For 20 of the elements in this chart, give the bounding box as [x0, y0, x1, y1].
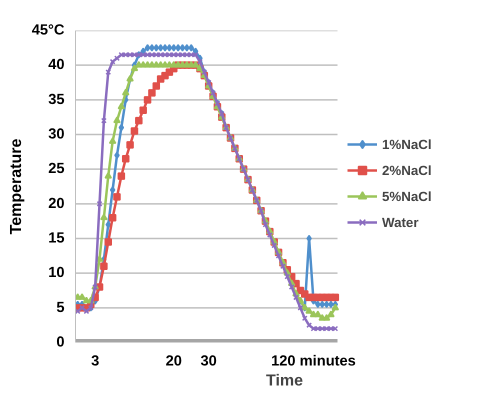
x-tick-label: 30	[200, 354, 217, 370]
y-tick-label: 0	[56, 334, 65, 350]
y-tick-label: 45°C	[32, 22, 65, 38]
y-tick-label: 15	[48, 230, 65, 246]
x-tick-label: 120 minutes	[271, 354, 356, 370]
x-tick-label: 20	[166, 354, 182, 370]
y-tick-label: 10	[48, 265, 65, 282]
y-tick-label: 5	[56, 300, 65, 316]
legend-label: 2%NaCl	[382, 162, 432, 178]
y-tick-label: 20	[48, 196, 65, 212]
x-axis-title: Time	[266, 372, 304, 390]
legend-label: 5%NaCl	[382, 188, 432, 204]
y-tick-label: 35	[48, 92, 65, 108]
y-tick-label: 25	[48, 161, 65, 178]
y-tick-label: 40	[48, 57, 65, 74]
legend-label: Water	[382, 214, 419, 230]
legend-label: 1%NaCl	[382, 136, 432, 152]
x-tick-label: 3	[91, 354, 100, 370]
y-tick-label: 30	[48, 126, 65, 142]
y-axis-title: Temperature	[8, 138, 25, 234]
